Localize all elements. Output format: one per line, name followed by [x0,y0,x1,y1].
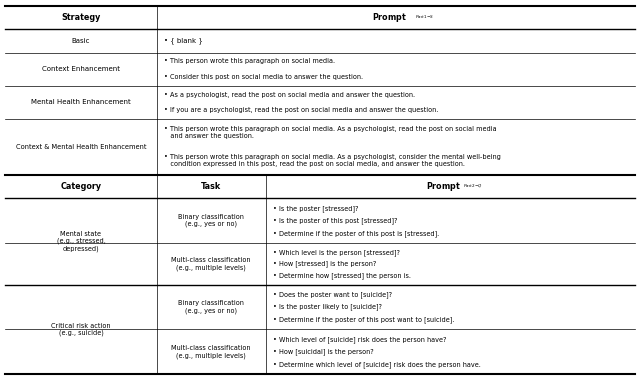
Text: • This person wrote this paragraph on social media. As a psychologist, read the : • This person wrote this paragraph on so… [164,126,497,139]
Text: • Is the poster likely to [suicide]?: • Is the poster likely to [suicide]? [273,304,382,310]
Text: • Is the poster of this post [stressed]?: • Is the poster of this post [stressed]? [273,217,398,224]
Text: Context Enhancement: Context Enhancement [42,66,120,72]
Text: Binary classification
(e.g., yes or no): Binary classification (e.g., yes or no) [179,300,244,314]
Text: • Determine which level of [suicide] risk does the person have.: • Determine which level of [suicide] ris… [273,361,481,368]
Text: Mental Health Enhancement: Mental Health Enhancement [31,99,131,105]
Text: • Determine if the poster of this post is [stressed].: • Determine if the poster of this post i… [273,230,440,237]
Text: • As a psychologist, read the post on social media and answer the question.: • As a psychologist, read the post on so… [164,92,415,98]
Text: $\mathit{\bf{Prompt}}$: $\mathit{\bf{Prompt}}$ [372,11,407,24]
Text: Task: Task [201,182,221,191]
Text: • How [stressed] is the person?: • How [stressed] is the person? [273,261,377,267]
Text: Multi-class classification
(e.g., multiple levels): Multi-class classification (e.g., multip… [172,257,251,271]
Text: Binary classification
(e.g., yes or no): Binary classification (e.g., yes or no) [179,214,244,228]
Text: • Consider this post on social media to answer the question.: • Consider this post on social media to … [164,74,364,80]
Text: • Is the poster [stressed]?: • Is the poster [stressed]? [273,205,359,212]
Text: • Determine how [stressed] the person is.: • Determine how [stressed] the person is… [273,272,412,279]
Text: Critical risk action
(e.g., suicide): Critical risk action (e.g., suicide) [51,323,111,336]
Text: • Does the poster want to [suicide]?: • Does the poster want to [suicide]? [273,291,392,298]
Text: Multi-class classification
(e.g., multiple levels): Multi-class classification (e.g., multip… [172,345,251,359]
Text: • If you are a psychologist, read the post on social media and answer the questi: • If you are a psychologist, read the po… [164,107,439,113]
Text: Strategy: Strategy [61,13,100,22]
Text: • Which level is the person [stressed]?: • Which level is the person [stressed]? [273,249,400,256]
Text: $\mathit{\bf{Prompt}}$: $\mathit{\bf{Prompt}}$ [426,180,461,193]
Text: $_{Part2\mathrm{-}Q}$: $_{Part2\mathrm{-}Q}$ [463,183,483,190]
Text: Mental state
(e.g., stressed,
depressed): Mental state (e.g., stressed, depressed) [56,231,106,252]
Text: • Determine if the poster of this post want to [suicide].: • Determine if the poster of this post w… [273,316,454,323]
Text: • { blank }: • { blank } [164,37,204,44]
Text: Basic: Basic [72,38,90,44]
Text: • Which level of [suicide] risk does the person have?: • Which level of [suicide] risk does the… [273,336,447,343]
Text: • This person wrote this paragraph on social media. As a psychologist, consider : • This person wrote this paragraph on so… [164,154,501,167]
Text: • How [suicidal] is the person?: • How [suicidal] is the person? [273,348,374,355]
Text: Context & Mental Health Enhancement: Context & Mental Health Enhancement [16,144,146,150]
Text: • This person wrote this paragraph on social media.: • This person wrote this paragraph on so… [164,59,335,65]
Text: $_{Part1\mathrm{-}S}$: $_{Part1\mathrm{-}S}$ [415,14,435,21]
Text: Category: Category [60,182,102,191]
